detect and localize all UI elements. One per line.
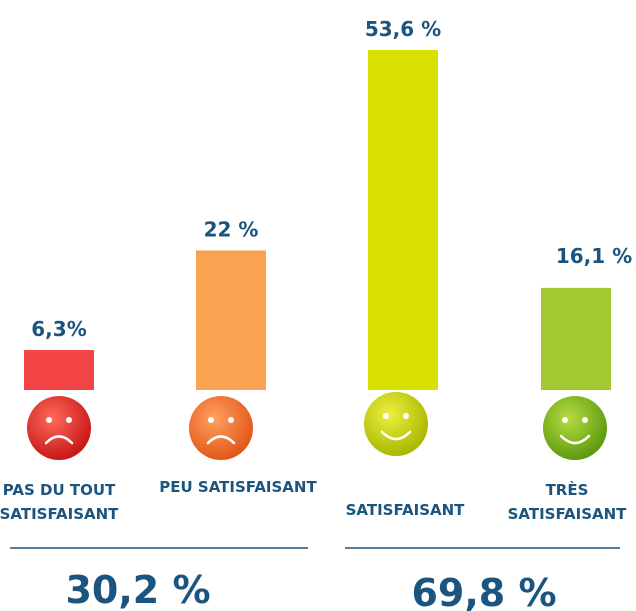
group-total: 69,8 %	[411, 571, 556, 611]
category-label: SATISFAISANT	[345, 501, 465, 519]
bar	[196, 250, 266, 390]
category-label-box: PEU SATISFAISANT	[159, 478, 317, 496]
faces	[27, 392, 607, 460]
value-label: 6,3%	[31, 317, 86, 341]
bar	[368, 50, 438, 390]
bar	[24, 350, 94, 390]
value-label: 22 %	[204, 217, 259, 241]
category-label: TRÈS SATISFAISANT	[507, 481, 627, 523]
group-total: 30,2 %	[65, 568, 210, 611]
bar	[541, 287, 611, 390]
value-label: 16,1 %	[556, 244, 632, 268]
category-label-box: SATISFAISANT	[345, 501, 465, 519]
value-label: 53,6 %	[365, 17, 441, 41]
category-label: PAS DU TOUT SATISFAISANT	[0, 481, 119, 523]
category-label: PEU SATISFAISANT	[159, 478, 317, 496]
category-label-box: TRÈS SATISFAISANT	[507, 481, 627, 523]
category-label-box: PAS DU TOUT SATISFAISANT	[0, 481, 119, 523]
